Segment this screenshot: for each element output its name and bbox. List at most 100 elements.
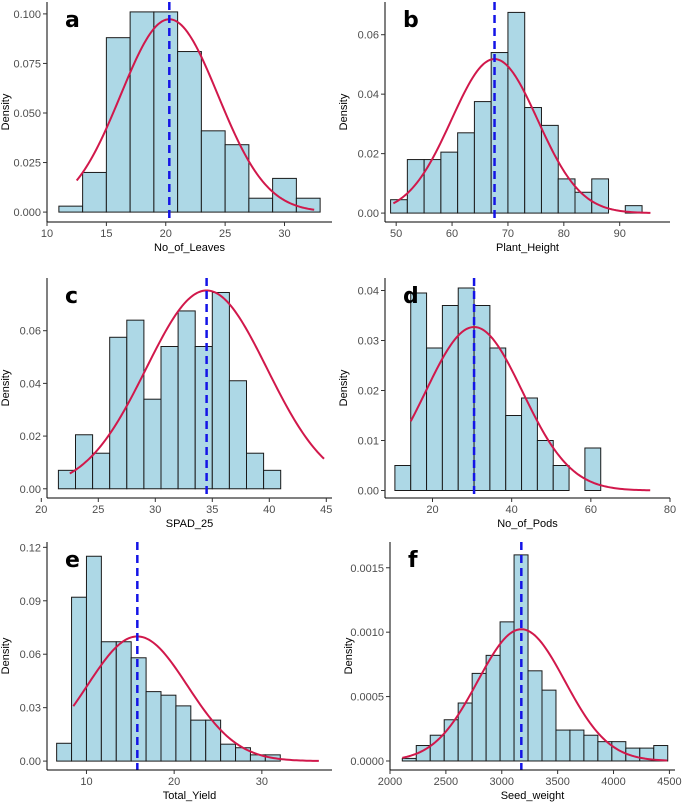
histogram-bar — [457, 287, 475, 491]
histogram-bar — [220, 743, 237, 762]
histogram-bar — [56, 742, 73, 762]
histogram-bar — [552, 465, 570, 491]
y-tick-label: 0.075 — [13, 58, 41, 70]
histogram-bar — [263, 469, 282, 490]
x-tick-label: 3500 — [545, 776, 569, 788]
histogram-bar — [653, 745, 669, 762]
y-tick-label: 0.00 — [20, 756, 41, 768]
y-axis-title: Density — [0, 93, 12, 130]
histogram-bar — [248, 197, 274, 213]
y-tick-label: 0.00 — [358, 208, 379, 220]
histogram-bar — [440, 151, 459, 214]
panel-a: 10 15 20 25 30 0.000 0.025 0.050 0.075 0.100 No_of… — [0, 2, 332, 254]
y-tick-label: 0.02 — [20, 431, 41, 443]
y-axis-title: Density — [338, 369, 350, 406]
x-tick-label: 90 — [614, 228, 626, 240]
y-tick-label: 0.050 — [13, 108, 41, 120]
x-tick-label: 35 — [206, 504, 218, 516]
x-tick-label: 20 — [160, 228, 172, 240]
histogram-bar — [177, 310, 196, 490]
panel-c: 20 25 30 35 40 45 0.00 0.02 0.04 0.06 SPAD_25 Densi… — [0, 278, 332, 530]
y-tick-label: 0.06 — [358, 30, 379, 42]
histogram-bar — [145, 691, 162, 762]
histogram-bar — [246, 452, 265, 490]
x-tick-label: 60 — [446, 228, 458, 240]
y-tick-label: 0.04 — [358, 286, 379, 298]
histogram-bar — [200, 130, 226, 213]
histogram-bar — [555, 729, 571, 762]
density-curve — [402, 628, 668, 762]
histogram-bar — [426, 347, 443, 491]
histogram-bar — [109, 336, 128, 490]
panel-b: 50 60 70 80 90 0.00 0.02 0.04 0.06 Plant_Height De… — [338, 2, 670, 254]
x-tick-label: 30 — [278, 228, 290, 240]
histogram-bar — [228, 380, 247, 490]
y-tick-label: 0.0015 — [350, 563, 384, 575]
density-curve — [75, 18, 315, 211]
x-axis-title: Plant_Height — [496, 242, 559, 254]
x-axis-title: Seed_weight — [501, 790, 565, 802]
x-axis-title: No_of_Pods — [497, 518, 558, 530]
histogram-bar — [57, 469, 77, 490]
y-tick-label: 0.06 — [20, 326, 41, 338]
y-axis-title: Density — [338, 93, 350, 130]
histogram-bar — [541, 689, 557, 762]
y-axis-title: Density — [343, 637, 355, 674]
histogram-bar — [513, 554, 529, 762]
histogram-bar — [390, 199, 408, 214]
y-tick-label: 0.12 — [20, 542, 41, 554]
x-tick-label: 40 — [263, 504, 275, 516]
histogram-bar — [540, 124, 559, 214]
histogram-bar — [160, 346, 179, 490]
x-tick-label: 10 — [41, 228, 53, 240]
histogram-bar — [92, 452, 111, 490]
histogram-bar — [507, 11, 526, 214]
histogram-bar — [160, 694, 177, 762]
panel-d: 20 40 60 80 0.00 0.01 0.02 0.03 0.04 No_of_Pods De… — [338, 278, 676, 530]
x-tick-label: 60 — [585, 504, 597, 516]
histogram-bar — [58, 205, 84, 213]
y-tick-label: 0.0000 — [350, 756, 384, 768]
histogram-bar — [505, 415, 523, 491]
density-curve — [409, 326, 651, 492]
x-tick-label: 3000 — [490, 776, 514, 788]
y-tick-label: 0.100 — [13, 9, 41, 21]
y-tick-label: 0.0010 — [350, 627, 384, 639]
x-tick-label: 20 — [168, 776, 180, 788]
y-tick-label: 0.09 — [20, 596, 41, 608]
x-tick-label: 30 — [256, 776, 268, 788]
y-tick-label: 0.025 — [13, 158, 41, 170]
histogram-bar — [82, 171, 107, 213]
x-tick-label: 25 — [219, 228, 231, 240]
x-axis-title: SPAD_25 — [166, 518, 214, 530]
y-tick-label: 0.04 — [20, 378, 41, 390]
panel-e: 10 20 30 0.00 0.03 0.06 0.09 0.12 Total_Yield Den… — [0, 542, 332, 802]
panel-f: 2000 2500 3000 3500 4000 4500 0.0000 0.0005 0.00… — [343, 542, 682, 802]
histogram-bar — [406, 159, 425, 214]
histogram-bar — [224, 144, 250, 213]
y-axis-title: Density — [0, 637, 12, 674]
x-tick-label: 70 — [502, 228, 514, 240]
x-tick-label: 25 — [92, 504, 104, 516]
histogram-bar — [410, 292, 428, 491]
x-tick-label: 4500 — [657, 776, 681, 788]
x-tick-label: 20 — [426, 504, 438, 516]
x-tick-label: 15 — [100, 228, 112, 240]
histogram-bar — [75, 434, 94, 490]
x-tick-label: 30 — [149, 504, 161, 516]
y-tick-label: 0.000 — [13, 207, 41, 219]
y-tick-label: 0.06 — [20, 649, 41, 661]
histogram-bar — [485, 654, 501, 762]
x-tick-label: 80 — [558, 228, 570, 240]
histogram-bar — [441, 305, 459, 491]
x-tick-label: 2000 — [378, 776, 402, 788]
x-tick-label: 2500 — [434, 776, 458, 788]
panel-label: e — [65, 548, 80, 573]
histogram-bar — [143, 398, 162, 490]
x-tick-label: 45 — [320, 504, 332, 516]
histogram-bar — [130, 657, 147, 762]
y-tick-label: 0.02 — [358, 149, 379, 161]
histogram-bar — [190, 719, 207, 762]
histogram-bar — [536, 440, 554, 491]
